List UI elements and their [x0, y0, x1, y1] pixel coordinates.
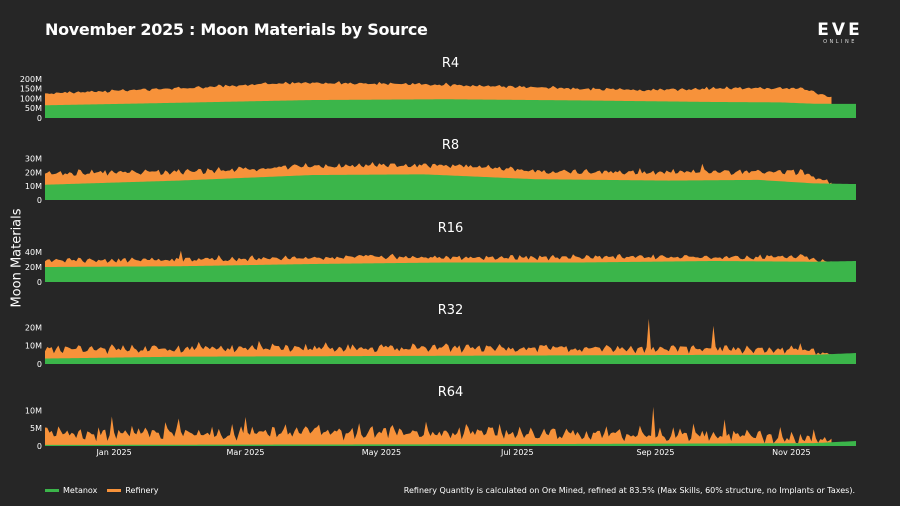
series-area-metanox-r4	[45, 99, 856, 118]
x-tick-label: Mar 2025	[227, 448, 265, 457]
legend-label-refinery: Refinery	[125, 486, 159, 495]
y-tick-label: 50M	[25, 104, 42, 113]
series-area-metanox-r64	[45, 441, 856, 446]
y-tick-label: 20M	[25, 263, 42, 272]
y-tick-label: 10M	[25, 342, 42, 351]
panel-r8: R8 0 10M 20M 30M	[25, 138, 856, 205]
panel-r32: R32 0 10M 20M	[25, 303, 856, 369]
series-area-metanox-r16	[45, 261, 856, 282]
panel-r16: R16 0 20M 40M	[25, 221, 856, 287]
y-tick-label: 20M	[25, 323, 42, 332]
y-tick-label: 0	[37, 278, 42, 287]
eve-online-logo: EVE ONLINE	[810, 22, 870, 46]
legend-swatch-refinery	[107, 489, 122, 492]
logo-sub-text: ONLINE	[823, 39, 857, 45]
y-tick-label: 30M	[25, 154, 42, 163]
legend-item-refinery[interactable]: Refinery	[107, 486, 159, 495]
footnote: Refinery Quantity is calculated on Ore M…	[403, 486, 855, 495]
x-tick-label: Nov 2025	[772, 448, 811, 457]
series-area-refinery-r32	[45, 318, 832, 364]
panel-title-r64: R64	[438, 385, 464, 400]
page-title: November 2025 : Moon Materials by Source	[45, 20, 428, 39]
panel-r64: R64 0 5M 10M	[25, 385, 856, 451]
y-tick-label: 10M	[25, 182, 42, 191]
panel-title-r32: R32	[438, 303, 464, 318]
y-tick-label: 0	[37, 442, 42, 451]
series-area-refinery-r64	[45, 406, 832, 446]
y-tick-label: 0	[37, 360, 42, 369]
panel-title-r8: R8	[442, 138, 459, 153]
y-tick-label: 0	[37, 114, 42, 123]
legend-label-metanox: Metanox	[63, 486, 98, 495]
series-area-metanox-r32	[45, 353, 856, 364]
panel-title-r16: R16	[438, 221, 464, 236]
legend-item-metanox[interactable]: Metanox	[45, 486, 97, 495]
series-area-metanox-r8	[45, 174, 856, 200]
y-tick-label: 5M	[30, 424, 42, 433]
y-tick-label: 200M	[20, 75, 42, 84]
y-tick-label: 20M	[25, 168, 42, 177]
y-tick-label: 150M	[20, 85, 42, 94]
y-tick-label: 0	[37, 196, 42, 205]
panel-title-r4: R4	[442, 56, 459, 71]
legend: Metanox Refinery	[45, 486, 163, 495]
x-tick-label: Jan 2025	[95, 448, 131, 457]
y-tick-label: 10M	[25, 406, 42, 415]
x-tick-label: Jul 2025	[500, 448, 534, 457]
x-tick-label: May 2025	[362, 448, 401, 457]
x-tick-label: Sep 2025	[636, 448, 674, 457]
legend-swatch-metanox	[45, 489, 59, 492]
logo-main-text: EVE	[817, 20, 863, 40]
y-tick-label: 100M	[20, 94, 42, 103]
y-tick-label: 40M	[25, 248, 42, 257]
